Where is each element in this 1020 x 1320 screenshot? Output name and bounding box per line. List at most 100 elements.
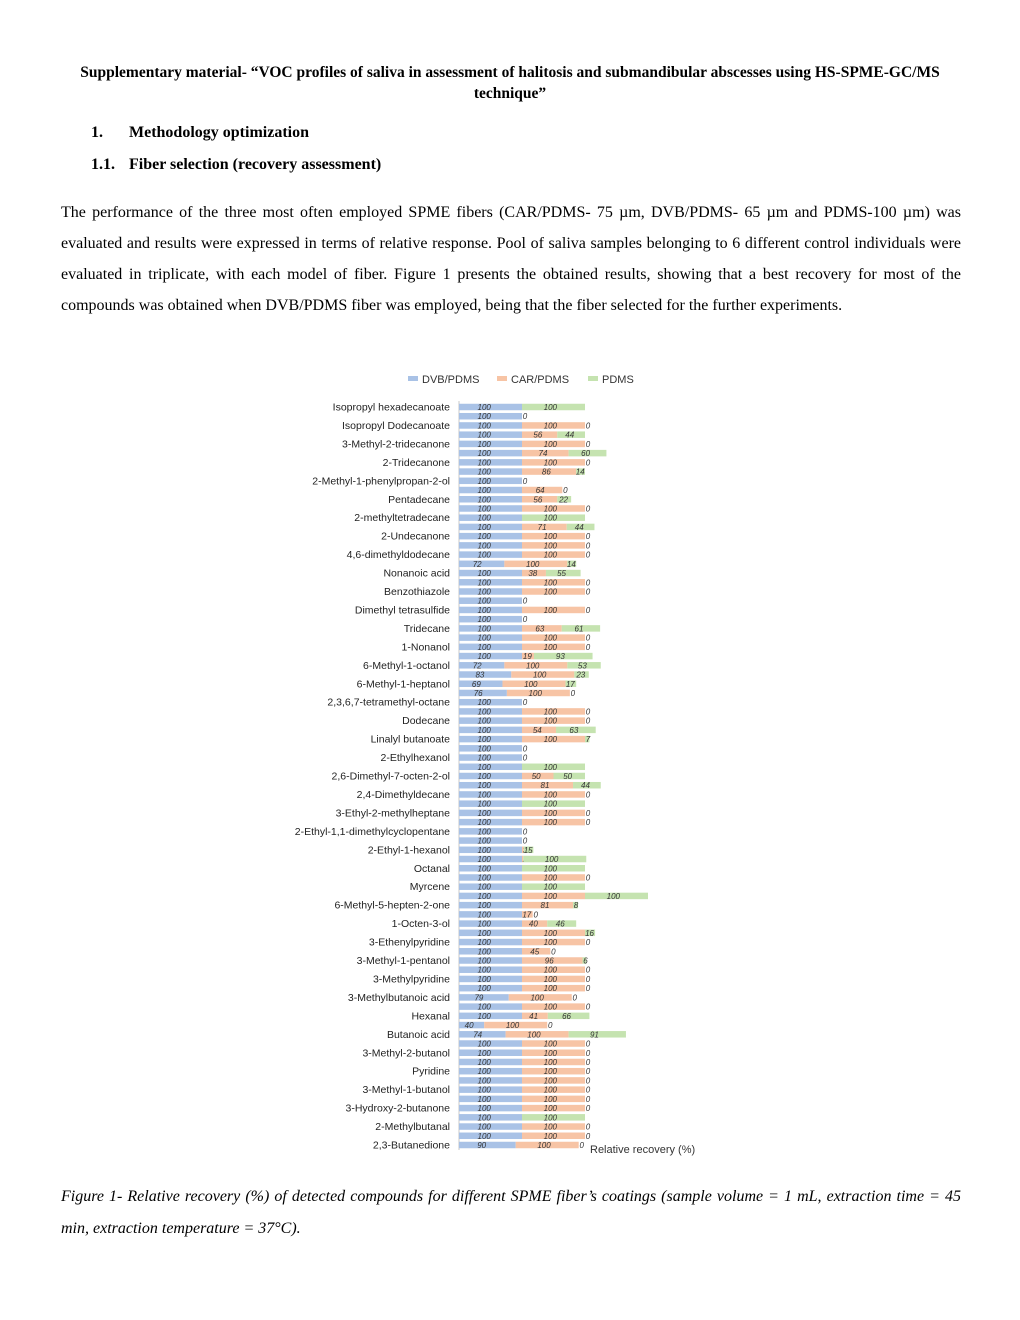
data-label: 100 [478,514,492,523]
bar-segment [459,1067,522,1075]
data-label: 100 [529,689,543,698]
data-label: 100 [478,707,492,716]
y-tick-label: Tridecane [404,623,450,635]
bar-segment [459,496,522,503]
bar-segment [522,634,585,641]
section-heading: 1.1. Fiber selection (recovery assessment… [91,156,381,174]
bar-segment [504,560,568,568]
bar-segment [547,1012,590,1020]
bar-segment [459,588,522,595]
y-tick-label: Hexanal [411,1010,450,1022]
bar-segment [459,1077,522,1084]
bar-segment [459,431,522,438]
bar-segment [459,975,522,983]
data-label: 100 [544,763,558,772]
data-label: 100 [478,1067,492,1076]
bar-segment [522,892,585,900]
data-label: 100 [544,1040,558,1049]
y-tick-label: 2-Methylbutanal [375,1121,450,1133]
y-tick-label: 2-Undecanone [381,531,450,543]
data-label: 100 [478,486,492,495]
legend-label: PDMS [602,374,634,386]
data-label: 0 [586,1104,591,1113]
y-tick-label: 2-Ethylhexanol [381,752,450,764]
bar-segment [459,1040,522,1047]
data-label: 100 [544,800,558,809]
data-label: 0 [586,873,591,882]
y-tick-label: 2-Ethyl-1-hexanol [368,844,450,856]
bar-segment [522,818,585,826]
data-label: 100 [478,818,492,827]
data-label: 100 [544,606,558,615]
data-label: 19 [523,652,532,661]
data-label: 100 [478,772,492,781]
data-label: 100 [544,1067,558,1076]
data-label: 100 [478,606,492,615]
data-label: 100 [544,707,558,716]
bar-segment [522,1114,585,1121]
bar-segment [459,726,522,734]
data-label: 8 [574,901,579,910]
data-label: 60 [581,449,590,458]
bar-segment [459,929,522,937]
bar-segment [459,662,505,669]
y-tick-label: 3-Methyl-1-butanol [362,1084,450,1096]
y-tick-label: 2-Tridecanone [383,457,450,469]
data-label: 0 [586,458,591,467]
data-label: 0 [586,504,591,513]
data-label: 100 [478,421,492,430]
bar-segment [459,1031,506,1038]
bar-segment [585,929,596,937]
bar-segment [522,781,574,789]
data-label: 0 [523,744,528,753]
data-label: 100 [544,938,558,947]
bar-segment [522,1067,585,1075]
legend-label: CAR/PDMS [511,374,569,386]
bar-segment [459,1114,522,1121]
data-label: 100 [478,588,492,597]
data-label: 100 [478,781,492,790]
bar-segment [573,901,579,909]
section-title: Methodology optimization [129,124,309,141]
data-label: 100 [478,523,492,532]
data-label: 100 [478,892,492,901]
data-label: 0 [586,1095,591,1104]
y-tick-label: 1-Octen-3-ol [392,918,450,930]
x-axis-title: Relative recovery (%) [590,1144,695,1156]
data-label: 56 [533,495,542,504]
data-label: 100 [544,929,558,938]
data-label: 100 [544,532,558,541]
data-label: 79 [474,993,483,1002]
bar-segment [547,920,577,927]
y-tick-label: 2,4-Dimethyldecane [357,789,451,801]
section-heading: 1. Methodology optimization [91,124,309,142]
data-label: 100 [478,1012,492,1021]
data-label: 100 [544,440,558,449]
data-label: 100 [478,1132,492,1141]
data-label: 100 [478,726,492,735]
data-label: 100 [478,837,492,846]
bar-segment [459,984,522,992]
data-label: 100 [544,1086,558,1095]
data-label: 100 [544,1003,558,1012]
bar-segment [459,671,512,678]
bar-segment [556,726,596,734]
data-label: 0 [586,532,591,541]
data-label: 0 [573,993,578,1002]
data-label: 100 [478,597,492,606]
data-label: 100 [478,541,492,550]
bar-segment [459,1049,522,1056]
document-title: Supplementary material- “VOC profiles of… [80,64,940,102]
y-tick-label: Dimethyl tetrasulfide [355,604,450,616]
data-label: 100 [544,864,558,873]
y-tick-label: 2,3-Butanedione [373,1140,450,1152]
bar-segment [557,496,572,503]
bar-segment [522,966,585,973]
bar-segment [522,957,583,964]
data-label: 100 [478,864,492,873]
data-label: 83 [475,671,484,680]
bar-segment [522,874,585,881]
y-tick-label: Butanoic acid [387,1029,450,1041]
bar-segment [459,625,522,632]
bar-segment [522,1086,585,1093]
